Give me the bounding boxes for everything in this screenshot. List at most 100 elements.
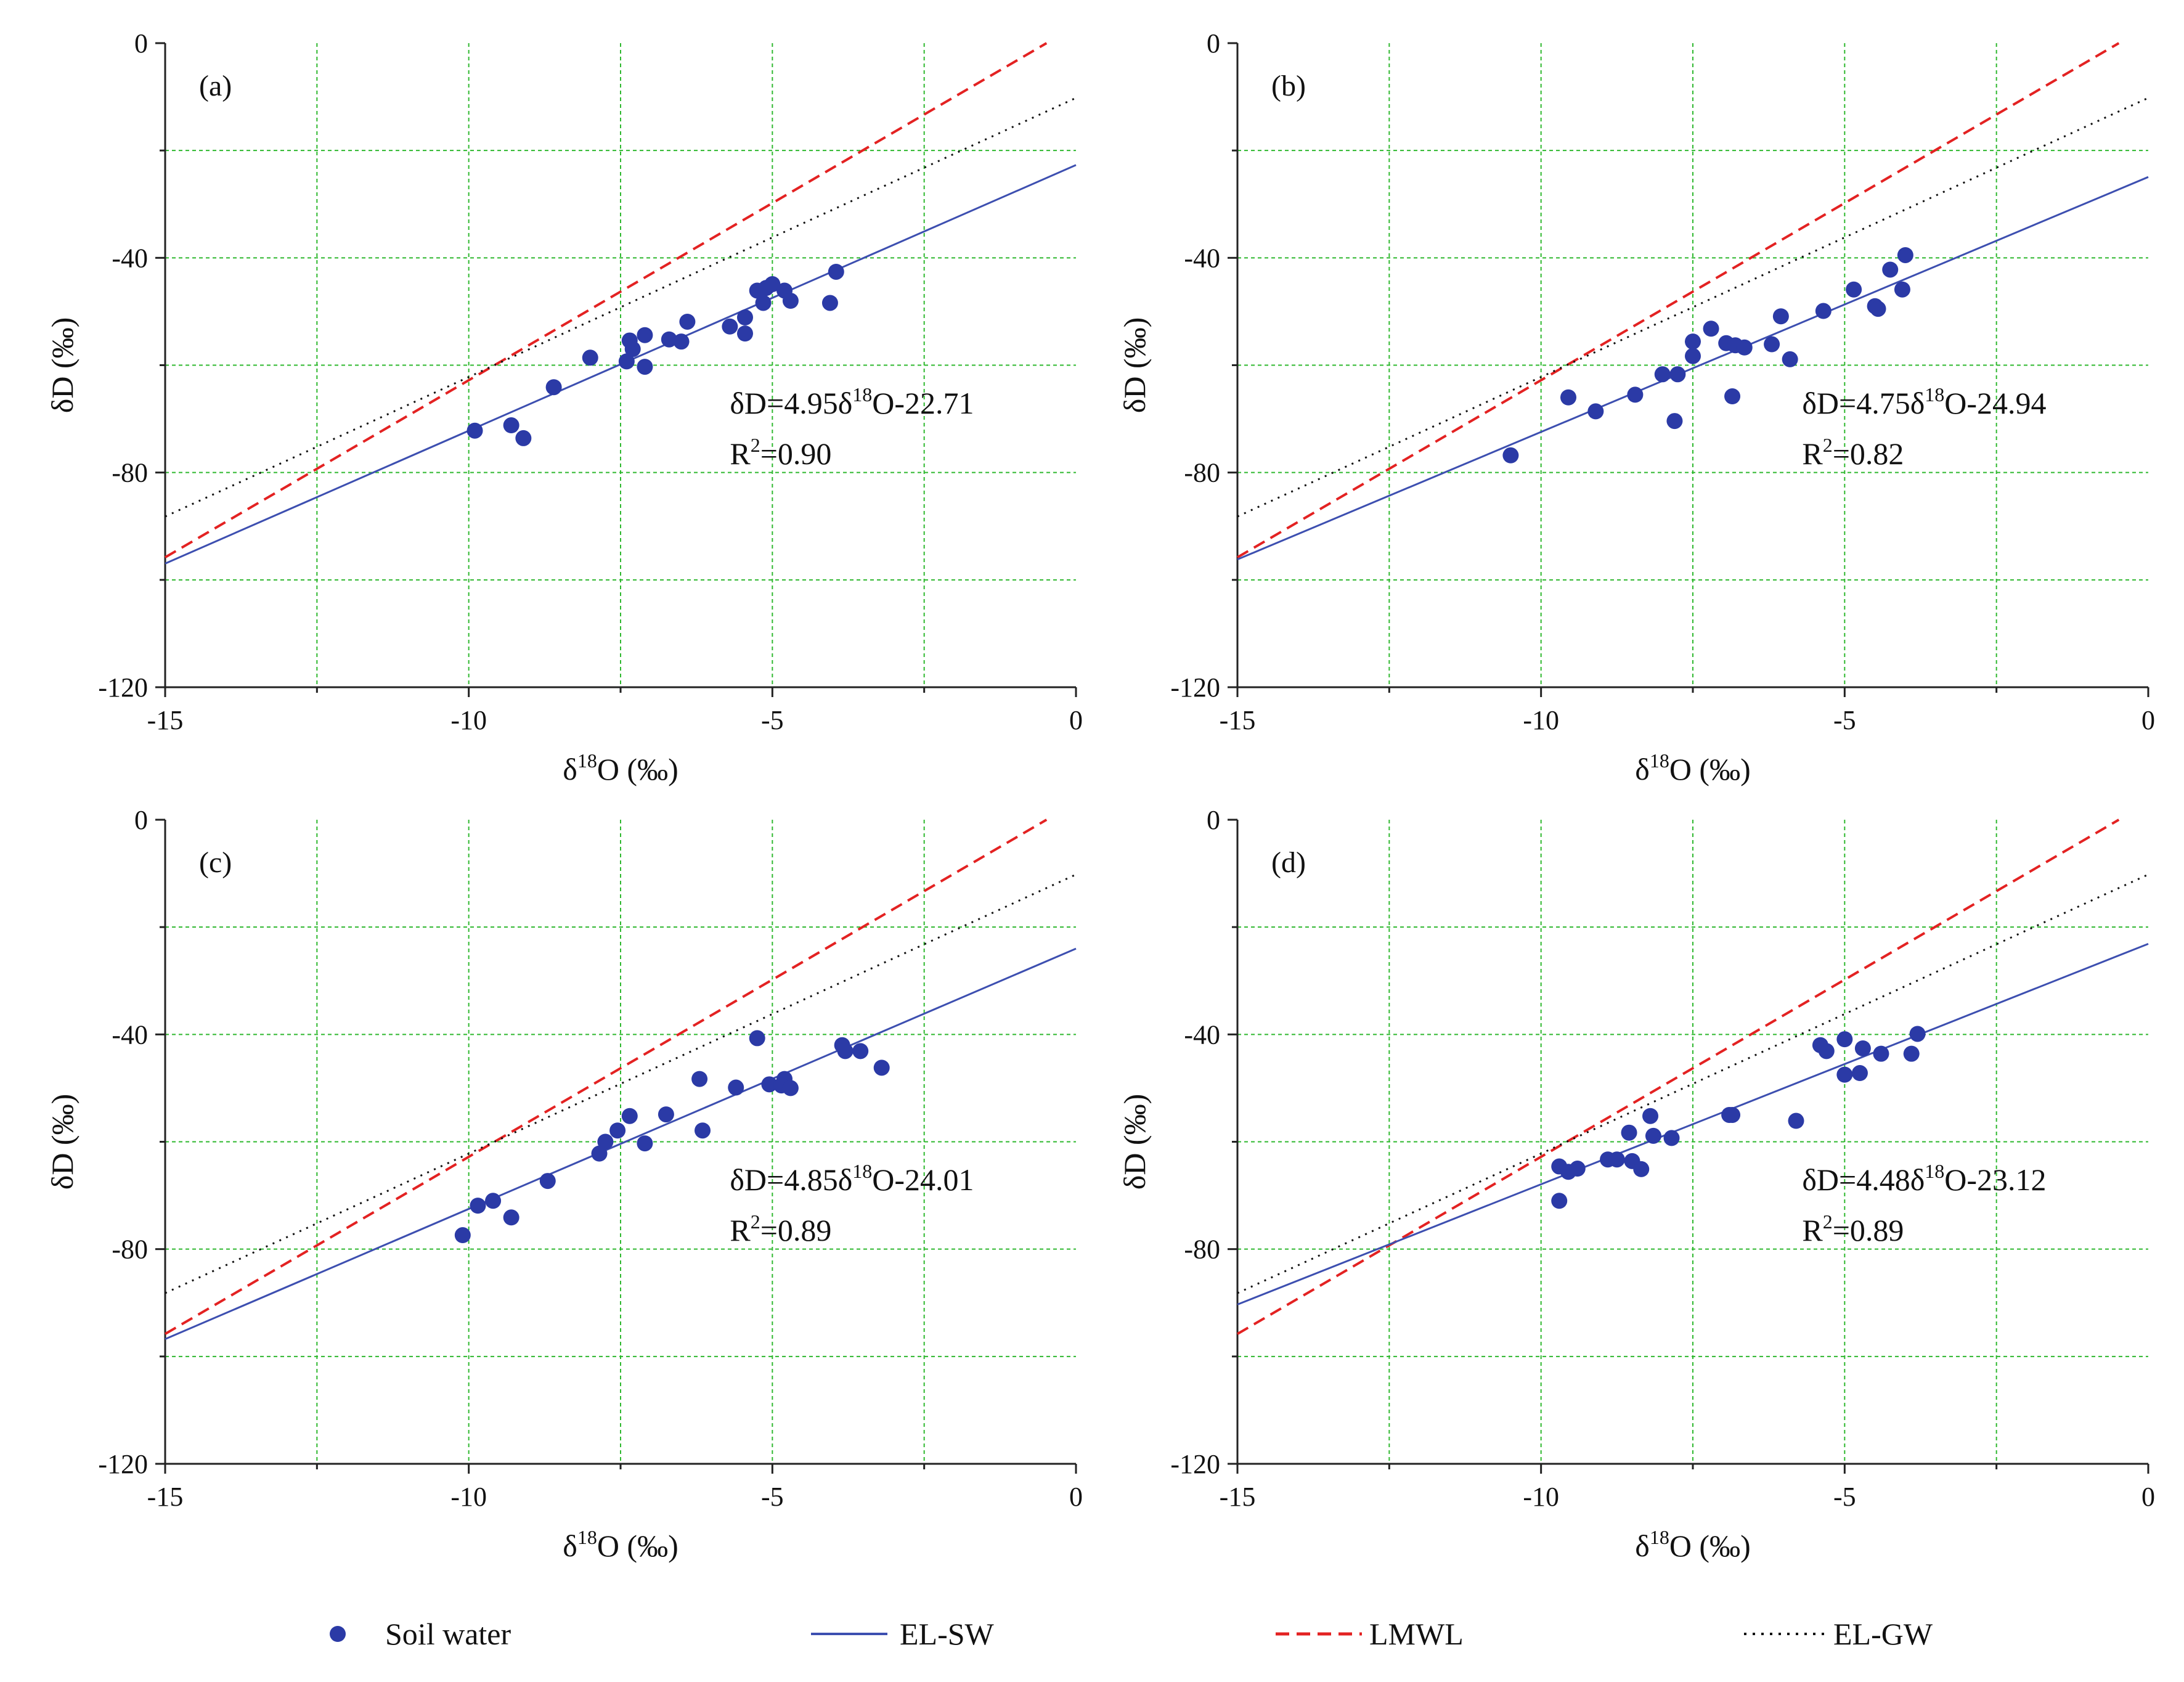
legend-el-sw-label: EL-SW: [900, 1617, 995, 1651]
y-tick-label: -40: [112, 243, 148, 273]
legend-el-gw-label: EL-GW: [1833, 1617, 1933, 1651]
soil-water-point: [1627, 386, 1644, 403]
x-tick-label: -5: [1833, 705, 1856, 735]
y-axis-title: δD (‰): [1117, 1094, 1152, 1190]
soil-water-point: [467, 422, 483, 439]
y-tick-label: -120: [1170, 672, 1220, 703]
soil-water-point: [1551, 1193, 1568, 1209]
x-tick-label: -10: [450, 705, 487, 735]
y-tick-label: -80: [112, 1235, 148, 1265]
soil-water-point: [1685, 348, 1701, 364]
soil-water-point: [1608, 1151, 1625, 1168]
soil-water-point: [618, 353, 635, 370]
x-tick-label: -5: [761, 1482, 784, 1512]
soil-water-points: [467, 263, 844, 446]
soil-water-point: [837, 1043, 854, 1059]
soil-water-point: [1894, 281, 1910, 298]
soil-water-point: [1666, 413, 1683, 430]
legend-soil-water-marker: [330, 1626, 346, 1642]
soil-water-point: [1645, 1127, 1661, 1144]
lmwl-line: [1236, 819, 2120, 1335]
soil-water-point: [1909, 1026, 1926, 1042]
soil-water-point: [1851, 1065, 1868, 1082]
lmwl-line: [164, 819, 1048, 1335]
soil-water-point: [1903, 1045, 1920, 1062]
soil-water-point: [454, 1227, 471, 1244]
soil-water-point: [722, 318, 738, 335]
soil-water-point: [736, 309, 753, 325]
x-tick-label: -5: [761, 705, 784, 735]
soil-water-point: [1836, 1066, 1853, 1083]
soil-water-point: [1846, 281, 1862, 298]
soil-water-point: [1724, 388, 1741, 405]
soil-water-point: [485, 1193, 502, 1209]
soil-water-point: [658, 1106, 674, 1123]
soil-water-point: [1788, 1112, 1804, 1129]
soil-water-point: [749, 1030, 765, 1047]
y-axis-title: δD (‰): [45, 1094, 79, 1190]
soil-water-point: [782, 293, 799, 309]
regression-equation: δD=4.75δ18O-24.94: [1802, 383, 2046, 420]
lmwl-line: [164, 42, 1048, 558]
soil-water-point: [1870, 301, 1886, 317]
x-axis-title: δ18O (‰): [1635, 749, 1750, 786]
y-tick-label: -80: [1184, 1235, 1220, 1265]
x-tick-label: -15: [147, 1482, 184, 1512]
x-tick-label: 0: [2141, 1482, 2155, 1512]
soil-water-point: [539, 1173, 556, 1190]
x-tick-label: -10: [1523, 705, 1559, 735]
soil-water-point: [597, 1133, 614, 1150]
y-axis-title: δD (‰): [1117, 317, 1152, 413]
lmwl-line: [1236, 42, 2120, 558]
regression-equation: δD=4.48δ18O-23.12: [1802, 1160, 2046, 1197]
soil-water-point: [873, 1059, 890, 1076]
soil-water-point: [728, 1079, 744, 1096]
soil-water-point: [761, 1076, 778, 1093]
x-tick-label: -15: [1220, 705, 1256, 735]
regression-equation: δD=4.95δ18O-22.71: [730, 383, 974, 420]
soil-water-point: [1854, 1040, 1871, 1056]
soil-water-point: [1873, 1045, 1889, 1062]
soil-water-point: [503, 417, 520, 434]
soil-water-point: [545, 379, 562, 396]
soil-water-point: [736, 325, 753, 342]
soil-water-point: [1772, 308, 1789, 325]
soil-water-point: [1587, 403, 1604, 420]
panel-c: -15 -10 -5 0 0 -40 -80 -120 δ18O (‰) δD (‰) (c) δD=…: [45, 805, 1083, 1563]
panel-a: -15 -10 -5 0 0 -40 -80 -120 δ18O (‰) δD (‰) (a) δD=…: [45, 28, 1083, 786]
soil-water-point: [1724, 1106, 1741, 1123]
soil-water-point: [1836, 1031, 1853, 1048]
soil-water-point: [621, 332, 638, 349]
soil-water-point: [637, 327, 653, 343]
x-tick-label: -15: [1220, 1482, 1256, 1512]
soil-water-point: [821, 295, 838, 311]
soil-water-point: [1882, 261, 1899, 278]
grid: [165, 820, 1076, 1464]
soil-water-point: [609, 1122, 626, 1139]
panel-label: (b): [1271, 70, 1306, 102]
soil-water-point: [1703, 320, 1719, 337]
x-axis-title: δ18O (‰): [563, 1526, 678, 1563]
x-axis-title: δ18O (‰): [563, 749, 678, 786]
y-tick-label: 0: [134, 28, 148, 59]
r-squared: R2=0.89: [1802, 1210, 1904, 1247]
soil-water-point: [679, 313, 696, 330]
grid: [1237, 43, 2148, 687]
x-tick-label: 0: [1069, 705, 1083, 735]
panel-label: (d): [1271, 846, 1306, 879]
y-tick-label: 0: [1207, 805, 1220, 835]
soil-water-point: [755, 295, 772, 311]
soil-water-point: [1782, 351, 1798, 367]
x-tick-label: -10: [1523, 1482, 1559, 1512]
y-tick-label: -80: [1184, 458, 1220, 488]
soil-water-point: [1669, 366, 1686, 383]
soil-water-point: [1685, 333, 1701, 350]
y-tick-label: 0: [134, 805, 148, 835]
soil-water-point: [828, 263, 844, 280]
el-sw-line: [1237, 176, 2149, 561]
soil-water-point: [1736, 339, 1753, 356]
y-tick-label: 0: [1207, 28, 1220, 59]
soil-water-points: [1502, 247, 1913, 463]
y-axis-title: δD (‰): [45, 317, 79, 413]
